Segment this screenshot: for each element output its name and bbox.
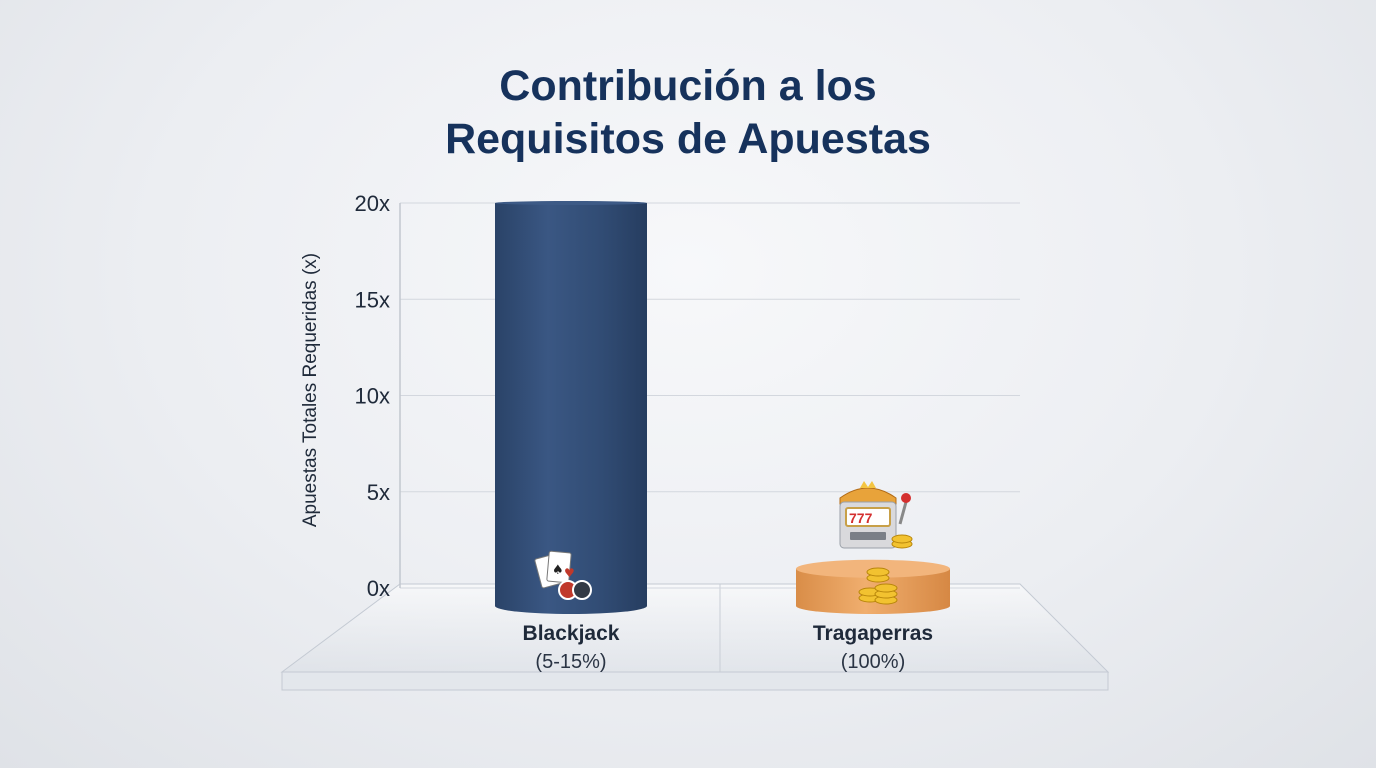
y-tick-label: 20x <box>355 191 390 216</box>
y-tick-labels: 0x 5x 10x 15x 20x <box>355 191 390 601</box>
slot-machine-icon: 777 <box>839 481 913 549</box>
grid-lines <box>400 202 1020 589</box>
y-axis-label: Apuestas Totales Requeridas (x) <box>300 253 321 527</box>
chart-title-line-1: Contribución a los <box>499 62 877 110</box>
category-label: Blackjack <box>523 622 620 645</box>
coins-icon <box>858 567 898 605</box>
y-tick-label: 5x <box>367 480 390 505</box>
svg-text:♥: ♥ <box>564 566 575 580</box>
playing-cards-icon: ♠ ♥ <box>534 550 592 600</box>
svg-text:777: 777 <box>849 510 873 526</box>
category-labels: Blackjack (5-15%) Tragaperras (100%) <box>523 622 934 673</box>
category-label: Tragaperras <box>813 622 933 645</box>
chart-title: Contribución a los Requisitos de Apuesta… <box>0 60 1376 166</box>
y-tick-label: 15x <box>355 287 390 312</box>
y-tick-label: 0x <box>367 576 390 601</box>
glass-platform <box>280 583 1110 691</box>
chart-title-line-2: Requisitos de Apuestas <box>445 115 931 163</box>
bar-tragaperras <box>796 559 950 614</box>
bar-body <box>495 203 647 614</box>
svg-text:♠: ♠ <box>552 563 564 578</box>
bar-top <box>495 201 647 205</box>
y-tick-label: 10x <box>355 384 390 409</box>
bar-blackjack <box>495 201 647 614</box>
category-sublabel: (100%) <box>841 651 905 673</box>
category-sublabel: (5-15%) <box>535 651 606 673</box>
